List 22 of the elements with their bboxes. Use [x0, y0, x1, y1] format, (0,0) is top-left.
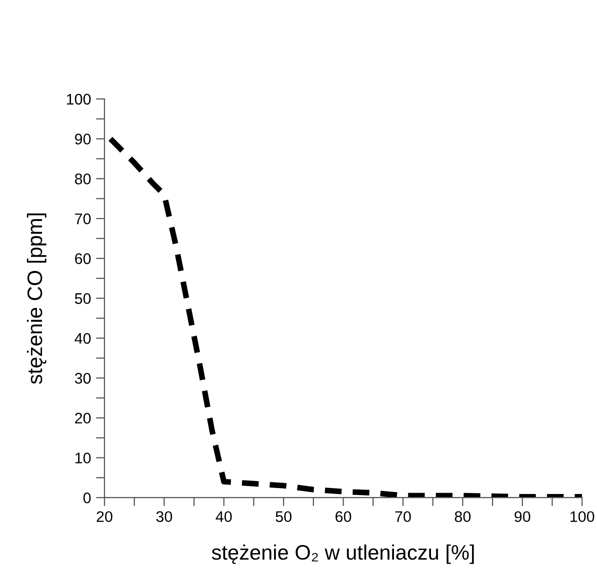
y-tick-label: 50: [74, 293, 91, 304]
y-tick-label: 40: [74, 333, 91, 344]
y-tick-label: 70: [75, 213, 91, 224]
y-tick-label: 30: [74, 372, 91, 384]
x-tick-label: 50: [276, 511, 292, 522]
x-tick-label: 20: [96, 511, 112, 522]
y-tick-label: 60: [75, 253, 91, 264]
y-tick-label: 100: [66, 94, 91, 105]
x-tick-label: 100: [570, 511, 594, 522]
x-tick-label: 90: [514, 511, 530, 522]
x-tick-label: 80: [454, 511, 471, 522]
y-axis-title: stężenie CO [ppm]: [26, 213, 46, 384]
x-axis-title: stężenie O₂ w utleniaczu [%]: [212, 544, 474, 564]
x-tick-label: 70: [395, 511, 411, 522]
x-tick-label: 30: [156, 511, 172, 522]
y-tick-label: 20: [75, 412, 91, 424]
y-tick-label: 90: [75, 134, 91, 144]
y-tick-label: 10: [75, 452, 91, 464]
x-tick-label: 40: [216, 511, 232, 522]
x-tick-label: 60: [336, 511, 352, 522]
y-tick-label: 80: [74, 174, 91, 184]
y-tick-label: 0: [83, 492, 91, 504]
